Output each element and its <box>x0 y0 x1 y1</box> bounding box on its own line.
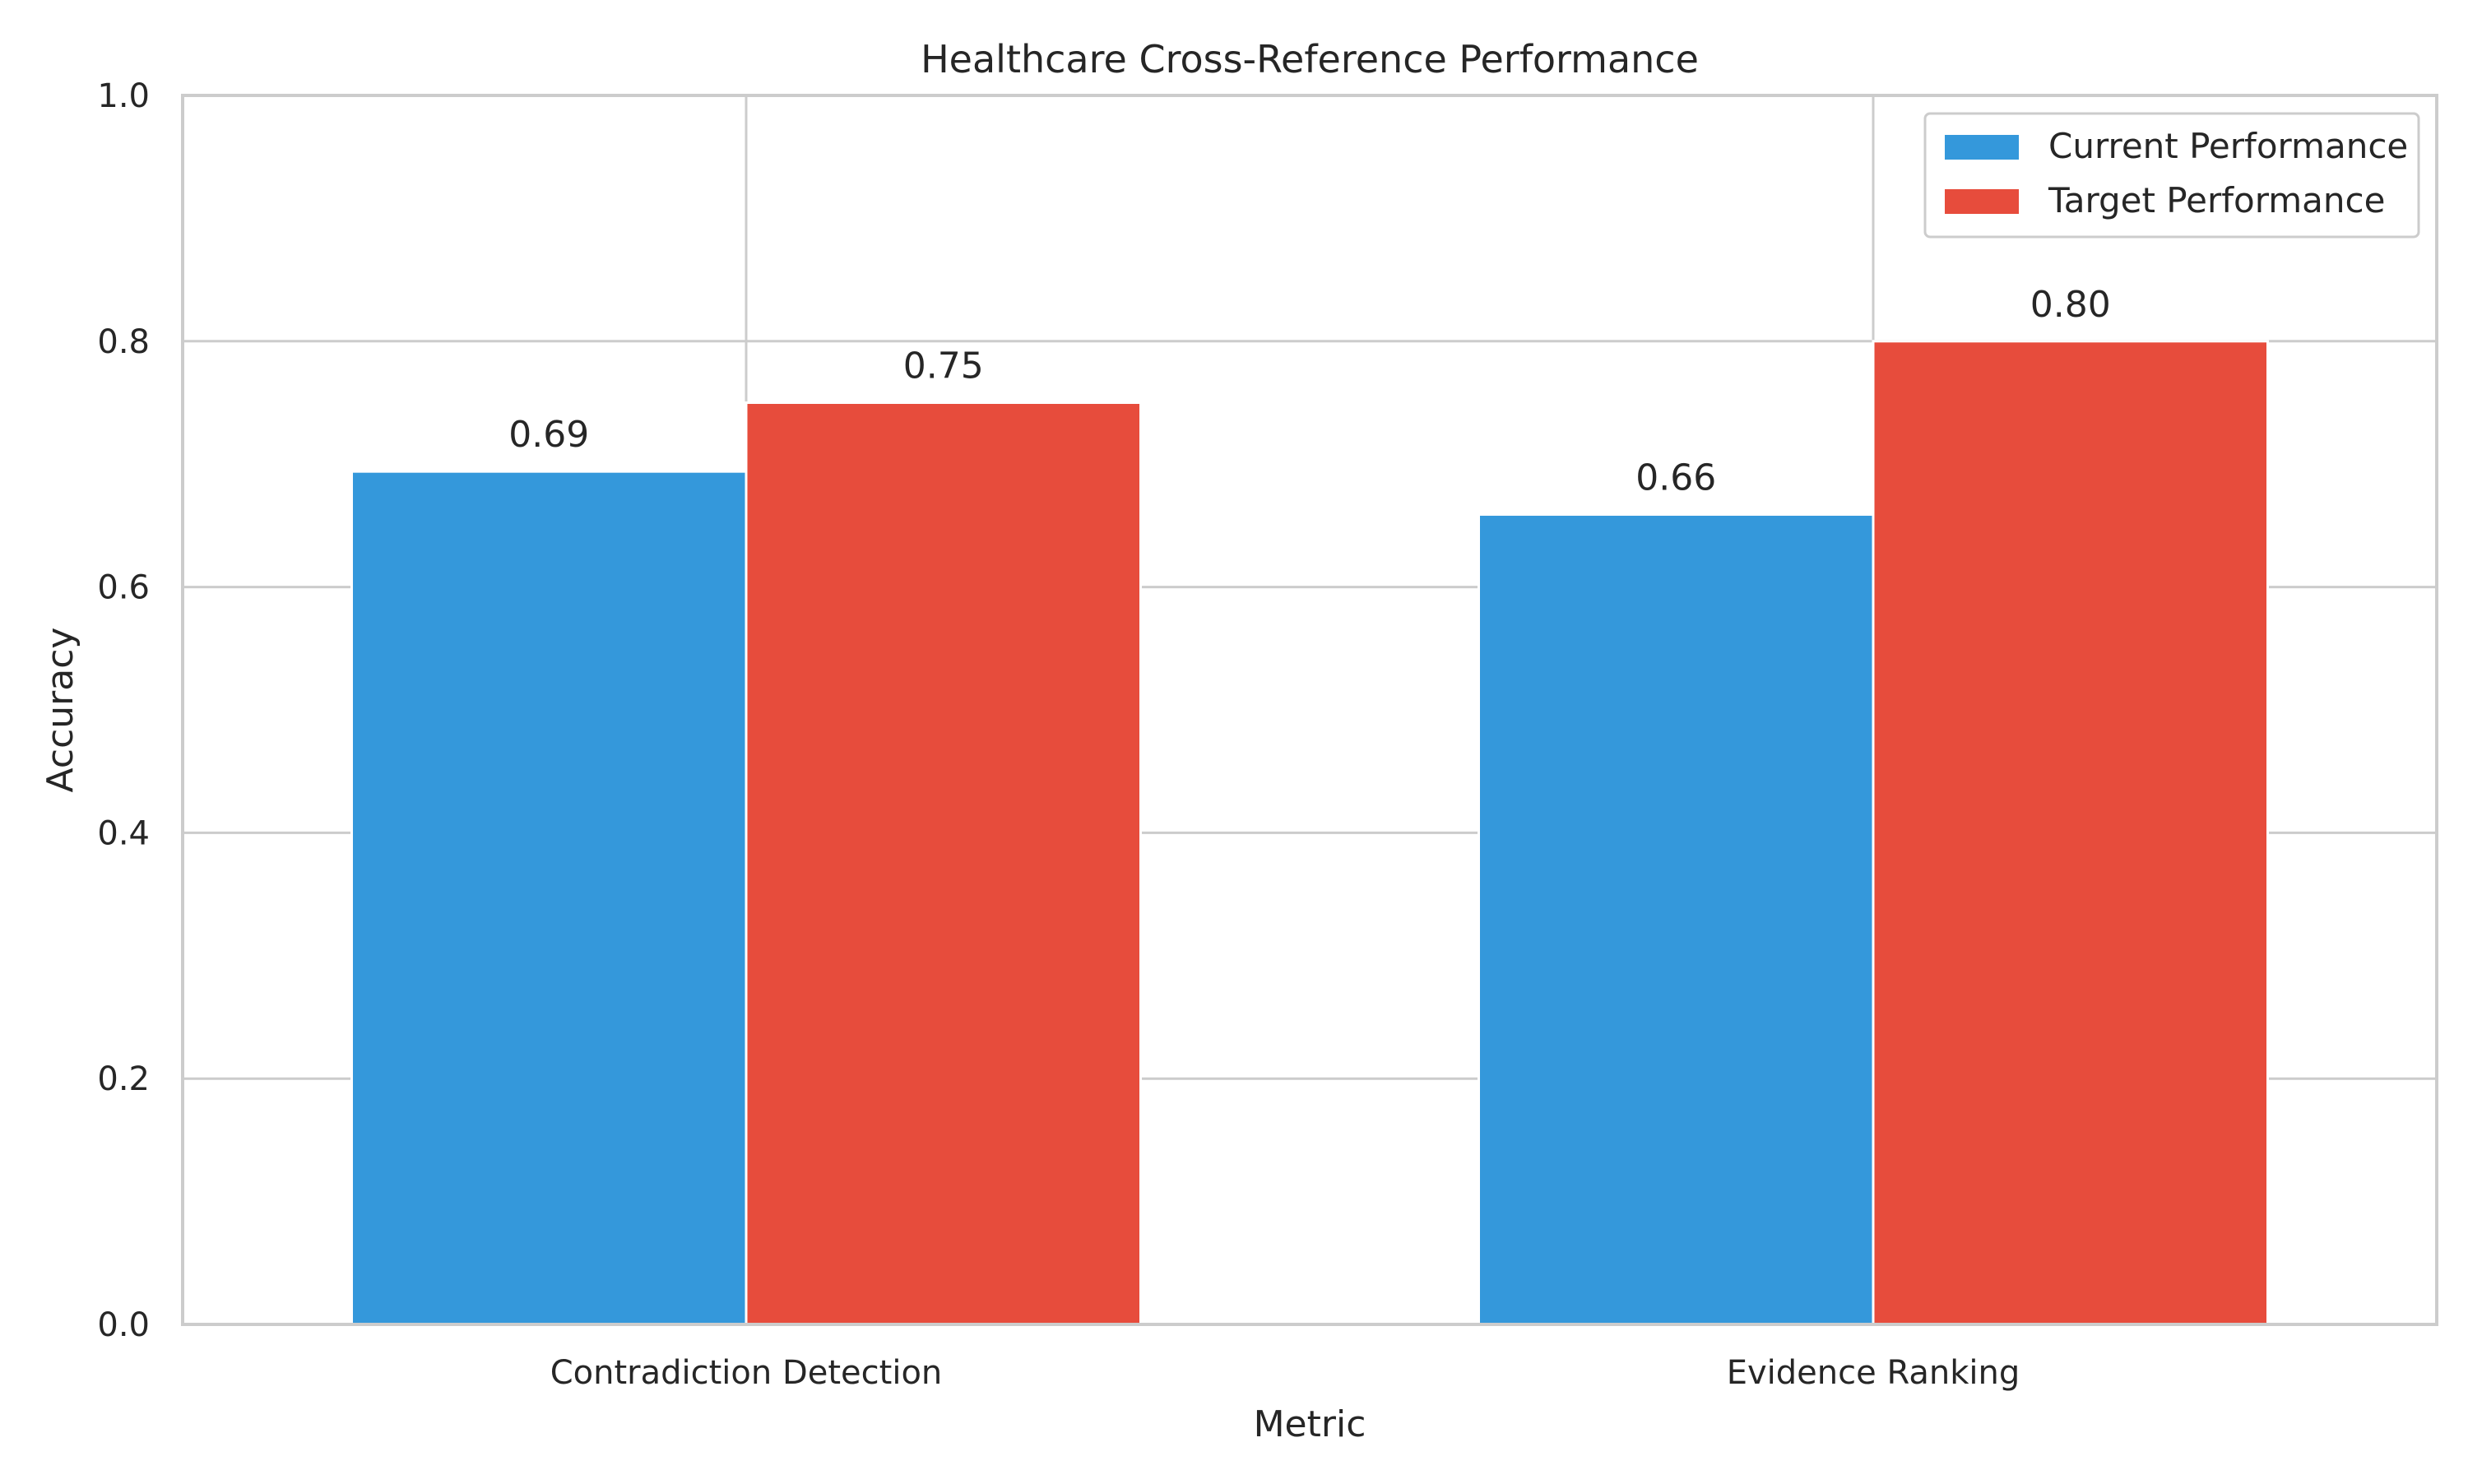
y-tick-label: 0.4 <box>97 814 150 852</box>
legend: Current Performance Target Performance <box>1923 112 2420 239</box>
data-label: 0.75 <box>903 345 984 387</box>
bar-target-2 <box>1872 340 2269 1326</box>
y-tick-label: 0.2 <box>97 1060 150 1098</box>
y-axis-label: Accuracy <box>39 628 81 793</box>
data-label: 0.69 <box>508 414 589 456</box>
y-tick-label: 0.0 <box>97 1306 150 1344</box>
y-tick-label: 0.6 <box>97 569 150 607</box>
x-tick-label: Evidence Ranking <box>1727 1354 2020 1392</box>
legend-entry-label: Target Performance <box>2048 180 2385 220</box>
x-tick-label: Contradiction Detection <box>550 1354 943 1392</box>
plot-frame <box>181 94 2438 1326</box>
legend-entry-label: Current Performance <box>2048 126 2408 166</box>
legend-swatch <box>1945 189 2019 214</box>
bar-current-1 <box>350 470 748 1326</box>
data-label: 0.80 <box>2030 284 2111 326</box>
y-tick-label: 0.8 <box>97 323 150 361</box>
data-label: 0.66 <box>1635 457 1716 499</box>
x-axis-label: Metric <box>1254 1403 1366 1445</box>
legend-swatch <box>1945 135 2019 160</box>
bar-target-1 <box>745 401 1142 1326</box>
bar-current-2 <box>1478 512 1875 1326</box>
chart-title: Healthcare Cross-Reference Performance <box>921 37 1699 81</box>
legend-box <box>1923 112 2420 239</box>
y-tick-label: 1.0 <box>97 77 150 115</box>
